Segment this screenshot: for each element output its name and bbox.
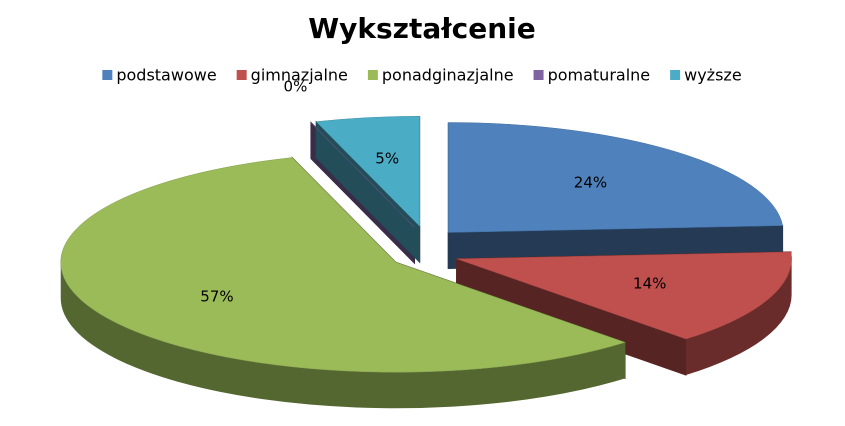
pie-slice (448, 122, 783, 233)
legend-swatch (367, 70, 378, 80)
data-label: 0% (284, 77, 308, 95)
legend-label: wyższe (684, 66, 742, 85)
legend-label: gimnazjalne (251, 66, 348, 85)
data-label: 5% (375, 149, 399, 167)
data-label: 57% (200, 287, 233, 305)
data-label: 14% (633, 274, 666, 292)
legend-label: ponadginazjalne (382, 66, 514, 85)
pie-slice (456, 251, 792, 340)
legend-swatch (102, 70, 113, 80)
pie-side-wall (60, 262, 626, 409)
data-labels: 24% 14% 57% 0% 5% (200, 77, 666, 305)
legend-label: podstawowe (116, 66, 216, 85)
pie-slice (60, 157, 626, 373)
legend: podstawowe gimnazjalne ponadginazjalne poma… (102, 66, 742, 85)
legend-label: pomaturalne (548, 66, 651, 85)
legend-swatch (236, 70, 247, 80)
pie-tops (60, 116, 792, 373)
legend-swatch (533, 70, 544, 80)
data-label: 24% (574, 173, 607, 191)
pie-side-wall (685, 258, 792, 376)
chart-title: Wykształcenie (308, 12, 536, 45)
legend-swatch (670, 70, 681, 80)
pie-slice (315, 116, 420, 227)
